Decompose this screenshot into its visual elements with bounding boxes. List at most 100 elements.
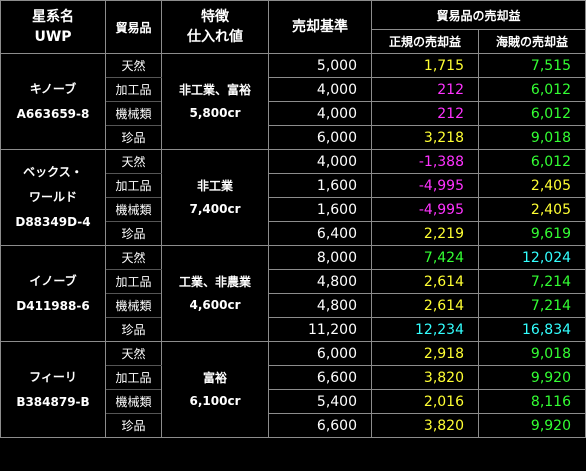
- header-goods: 貿易品: [105, 0, 162, 54]
- legit-profit-value: 7,424: [371, 245, 479, 270]
- world-name: ワールド: [28, 190, 77, 204]
- pirate-profit-value: 9,018: [477, 125, 586, 150]
- legit-profit-value: 2,219: [371, 221, 479, 246]
- goods-type: 機械類: [105, 293, 162, 318]
- table-row: ベックス・ワールド D88349D-4 天然非工業 7,400cr 4,000 -1,38…: [0, 149, 586, 246]
- pirate-profit-value: 2,405: [477, 173, 586, 198]
- goods-type: 珍品: [105, 221, 162, 246]
- goods-type: 機械類: [105, 197, 162, 222]
- table-row: 加工品 4,000 212 6,012: [1, 77, 586, 102]
- header-world: 星系名 UWP: [0, 0, 106, 54]
- sale-base-value: 1,600: [268, 173, 372, 198]
- header-world-name: 星系名: [32, 9, 74, 25]
- world-cell: ベックス・ワールド D88349D-4: [0, 149, 106, 246]
- legit-profit-value: 2,614: [371, 293, 479, 318]
- header-legit-profit: 正規の売却益: [371, 29, 479, 54]
- sale-base-value: 6,600: [268, 413, 372, 438]
- table-row: 珍品 6,000 3,218 9,018: [1, 125, 586, 150]
- purchase-price: 4,600cr: [189, 297, 241, 312]
- pirate-profit-value: 7,515: [477, 53, 586, 78]
- world-features: 非工業 7,400cr: [161, 149, 269, 246]
- table-row: 機械類 4,000 212 6,012: [1, 101, 586, 126]
- goods-type: 加工品: [105, 365, 162, 390]
- purchase-price: 7,400cr: [189, 201, 241, 216]
- header-sale-base: 売却基準: [268, 0, 372, 54]
- goods-type: 珍品: [105, 317, 162, 342]
- goods-type: 天然: [105, 341, 162, 366]
- sale-base-value: 1,600: [268, 197, 372, 222]
- sale-base-value: 6,600: [268, 365, 372, 390]
- sale-base-value: 4,800: [268, 293, 372, 318]
- table-row: イノーブ D411988-6 天然 工業、非農業 4,600cr 8,000 7,424 12…: [0, 245, 586, 342]
- table-row: 機械類 1,600 -4,995 2,405: [1, 197, 586, 222]
- sale-base-value: 5,000: [268, 53, 372, 78]
- world-features: 非工業、富裕 5,800cr: [161, 53, 269, 150]
- goods-type: 珍品: [105, 125, 162, 150]
- legit-profit-value: 3,820: [371, 365, 479, 390]
- legit-profit-value: 3,218: [371, 125, 479, 150]
- world-name: フィーリ: [29, 369, 77, 384]
- goods-type: 天然: [105, 149, 162, 174]
- goods-type: 加工品: [105, 77, 162, 102]
- legit-profit-value: -4,995: [371, 197, 479, 222]
- table-row: フィーリ B384879-B 天然富裕 6,100cr 6,000 2,918 9,018: [0, 341, 586, 438]
- header-world-uwp: UWP: [34, 29, 72, 45]
- goods-type: 機械類: [105, 101, 162, 126]
- trade-codes: 非工業: [196, 178, 233, 193]
- legit-profit-value: 1,715: [371, 53, 479, 78]
- legit-profit-value: 212: [371, 77, 479, 102]
- legit-profit-value: 12,234: [371, 317, 479, 342]
- pirate-profit-value: 12,024: [477, 245, 586, 270]
- pirate-profit-value: 2,405: [477, 197, 586, 222]
- legit-profit-value: 3,820: [371, 413, 479, 438]
- table-row: 加工品 4,800 2,614 7,214: [1, 269, 586, 294]
- header-features-title: 特徴: [201, 9, 229, 25]
- world-cell: フィーリ B384879-B: [0, 341, 106, 438]
- sale-base-value: 4,000: [268, 101, 372, 126]
- sale-base-value: 4,000: [268, 149, 372, 174]
- legit-profit-value: 2,918: [371, 341, 479, 366]
- goods-type: 天然: [105, 245, 162, 270]
- table-row: 機械類 5,400 2,016 8,116: [1, 389, 586, 414]
- world-name: ベックス・: [23, 165, 83, 179]
- sale-base-value: 11,200: [268, 317, 372, 342]
- world-uwp: D88349D-4: [15, 215, 91, 229]
- table-row: 珍品 6,400 2,219 9,619: [1, 221, 586, 246]
- sale-base-value: 5,400: [268, 389, 372, 414]
- goods-type: 珍品: [105, 413, 162, 438]
- legit-profit-value: -1,388: [371, 149, 479, 174]
- sale-base-value: 4,800: [268, 269, 372, 294]
- world-uwp: B384879-B: [16, 394, 90, 409]
- pirate-profit-value: 7,214: [477, 293, 586, 318]
- table-row: 加工品 1,600 -4,995 2,405: [1, 173, 586, 198]
- world-cell: イノーブ D411988-6: [0, 245, 106, 342]
- header-profit-title: 貿易品の売却益: [370, 0, 586, 30]
- sale-base-value: 6,400: [268, 221, 372, 246]
- legit-profit-value: 212: [371, 101, 479, 126]
- pirate-profit-value: 6,012: [477, 77, 586, 102]
- world-name: キノーブ: [29, 81, 77, 96]
- purchase-price: 6,100cr: [189, 393, 241, 408]
- pirate-profit-value: 6,012: [477, 149, 586, 174]
- table-row: 珍品 6,600 3,820 9,920: [1, 413, 586, 438]
- legit-profit-value: 2,016: [371, 389, 479, 414]
- header-features: 特徴 仕入れ値: [161, 0, 269, 54]
- header-pirate-profit: 海賊の売却益: [477, 29, 586, 54]
- trade-profit-table: 星系名 UWP 貿易品 特徴 仕入れ値 売却基準 貿易品の売却益 正規の売却益 …: [0, 0, 586, 438]
- purchase-price: 5,800cr: [189, 105, 241, 120]
- world-uwp: A663659-8: [16, 106, 90, 121]
- trade-table-body: キノーブ A663659-8 天然 非工業、富裕 5,800cr 5,000 1,715 7,…: [0, 53, 586, 438]
- sale-base-value: 8,000: [268, 245, 372, 270]
- sale-base-value: 6,000: [268, 125, 372, 150]
- trade-codes: 工業、非農業: [178, 274, 251, 289]
- table-row: キノーブ A663659-8 天然 非工業、富裕 5,800cr 5,000 1,715 7,…: [0, 53, 586, 150]
- trade-codes: 富裕: [202, 370, 227, 385]
- legit-profit-value: -4,995: [371, 173, 479, 198]
- pirate-profit-value: 9,018: [477, 341, 586, 366]
- trade-codes: 非工業、富裕: [178, 82, 251, 97]
- sale-base-value: 6,000: [268, 341, 372, 366]
- pirate-profit-value: 8,116: [477, 389, 586, 414]
- pirate-profit-value: 9,920: [477, 365, 586, 390]
- pirate-profit-value: 9,920: [477, 413, 586, 438]
- legit-profit-value: 2,614: [371, 269, 479, 294]
